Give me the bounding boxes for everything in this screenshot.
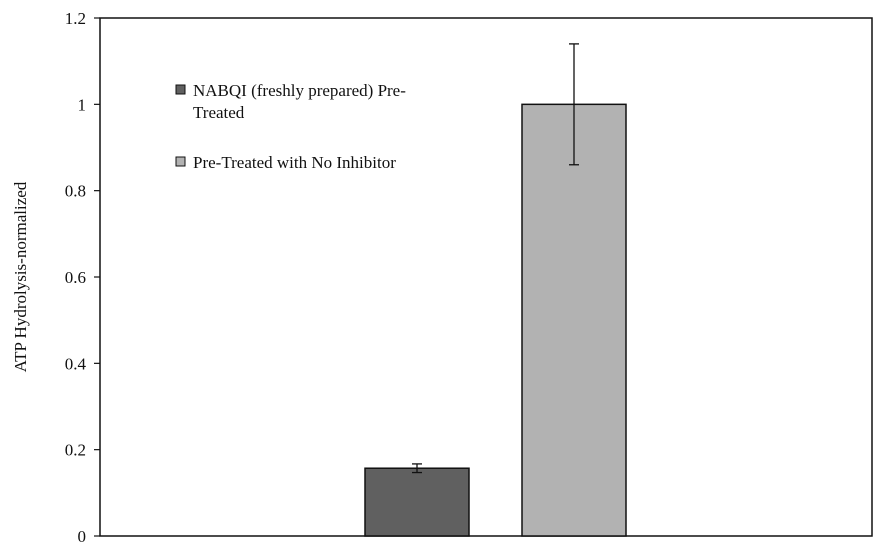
y-tick-label: 0.4 [65,354,87,373]
legend: NABQI (freshly prepared) Pre- Treated Pre-… [175,81,406,172]
legend-swatch [175,156,186,167]
legend-item: Pre-Treated with No Inhibitor [175,153,396,172]
y-tick-label: 0.8 [65,182,86,201]
legend-item: NABQI (freshly prepared) Pre- Treated [175,81,406,122]
legend-label: NABQI (freshly prepared) Pre- [193,81,406,100]
y-axis: 0 0.2 0.4 0.6 0.8 1 1.2 [65,9,100,546]
bars [364,43,627,537]
y-tick-label: 0.6 [65,268,86,287]
legend-swatch [175,84,186,95]
bar [521,103,627,537]
y-axis-title: ATP Hydrolysis-normalized [11,181,30,372]
bar [364,467,470,537]
legend-label: Treated [193,103,245,122]
y-tick-label: 0.2 [65,441,86,460]
legend-label: Pre-Treated with No Inhibitor [193,153,396,172]
y-tick-label: 1 [78,95,87,114]
y-tick-label: 0 [78,527,87,546]
error-bar [569,43,579,166]
y-tick-label: 1.2 [65,9,86,28]
error-bar [412,463,422,474]
